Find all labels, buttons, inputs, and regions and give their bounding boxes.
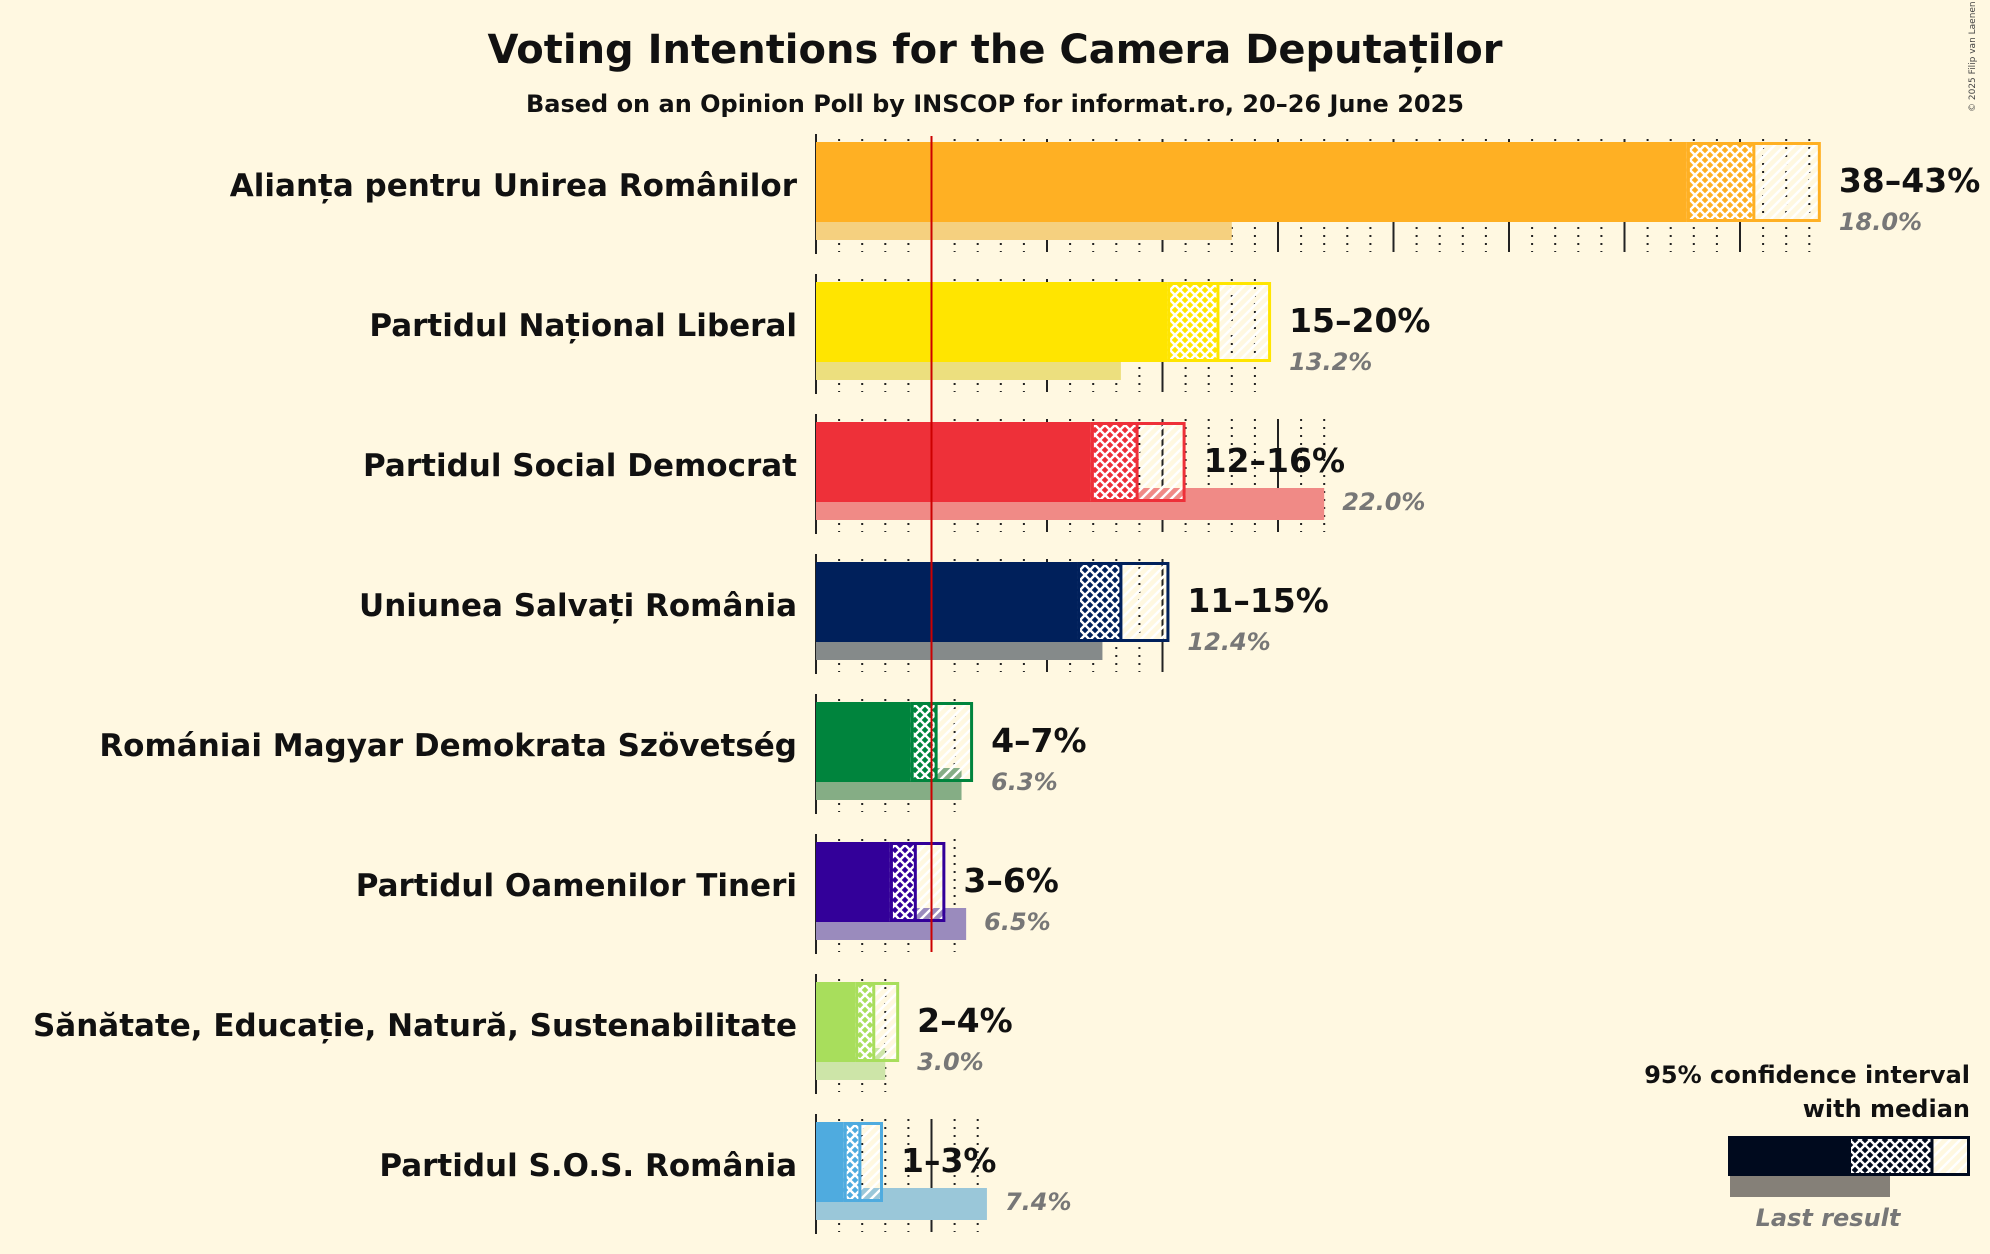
ci-solid-bar <box>816 422 1091 502</box>
last-result-label: 18.0% <box>1839 208 1922 236</box>
range-label: 38–43% <box>1839 161 1980 200</box>
ci-outline <box>910 702 974 782</box>
last-result-label: 6.5% <box>984 908 1051 936</box>
party-row: Romániai Magyar Demokrata Szövetség 4–7% 6… <box>99 694 1087 814</box>
ci-solid-bar <box>816 702 911 782</box>
party-name: Uniunea Salvați România <box>359 588 797 624</box>
chart-subtitle: Based on an Opinion Poll by INSCOP for i… <box>526 90 1464 118</box>
range-label: 15–20% <box>1289 301 1430 340</box>
ci-lower-hatch <box>843 1123 860 1201</box>
legend-line2: with median <box>1803 1095 1970 1123</box>
ci-upper-hatch <box>873 983 900 1061</box>
legend-line1: 95% confidence interval <box>1644 1061 1970 1089</box>
ci-upper-hatch <box>915 843 946 921</box>
ci-lower-hatch <box>889 843 916 921</box>
party-row: Uniunea Salvați România 11–15% 12.4% <box>359 554 1329 674</box>
party-name: Partidul Social Democrat <box>363 448 797 484</box>
range-label: 1–3% <box>901 1141 997 1180</box>
ci-lower-hatch <box>855 983 874 1061</box>
last-result-label: 7.4% <box>1005 1188 1072 1216</box>
range-label: 11–15% <box>1187 581 1328 620</box>
party-row: Partidul Social Democrat 12–16% 22.0% <box>363 414 1425 534</box>
last-result-label: 3.0% <box>917 1048 984 1076</box>
party-row: Alianța pentru Unirea Românilor 38–43% 18.… <box>230 134 1980 254</box>
range-label: 2–4% <box>917 1001 1013 1040</box>
ci-outline <box>889 842 946 922</box>
chart-title: Voting Intentions for the Camera Deputaț… <box>487 27 1502 73</box>
party-name: Sănătate, Educație, Natură, Sustenabilit… <box>33 1008 797 1044</box>
ci-outline <box>843 1122 883 1202</box>
last-result-label: 6.3% <box>991 768 1058 796</box>
legend-last-label: Last result <box>1756 1204 1902 1232</box>
ci-lower-hatch <box>1090 423 1138 501</box>
last-result-label: 22.0% <box>1342 488 1425 516</box>
party-name: Partidul Național Liberal <box>369 308 797 344</box>
ci-upper-hatch <box>1217 283 1272 361</box>
party-name: Partidul S.O.S. România <box>379 1148 797 1184</box>
ci-solid-bar <box>816 282 1168 362</box>
ci-solid-bar <box>816 842 890 922</box>
legend-upper-hatch <box>1932 1137 1970 1175</box>
range-label: 12–16% <box>1204 441 1345 480</box>
ci-solid-bar <box>816 982 856 1062</box>
ci-lower-hatch <box>1167 283 1218 361</box>
ci-solid-bar <box>816 562 1078 642</box>
legend-solid-bar <box>1728 1136 1848 1176</box>
ci-lower-hatch <box>1686 143 1754 221</box>
party-row: Partidul Oamenilor Tineri 3–6% 6.5% <box>356 834 1059 954</box>
party-rows: Alianța pentru Unirea Românilor 38–43% 18.… <box>33 134 1980 1234</box>
legend-outline <box>1848 1136 1970 1176</box>
copyright-text: © 2025 Filip van Laenen <box>1968 1 1978 112</box>
party-name: Romániai Magyar Demokrata Szövetség <box>99 728 797 764</box>
legend: 95% confidence interval with median Last r… <box>1644 1061 1970 1232</box>
last-result-label: 12.4% <box>1187 628 1270 656</box>
ci-upper-hatch <box>1753 143 1821 221</box>
ci-upper-hatch <box>859 1123 883 1201</box>
ci-outline <box>1077 562 1170 642</box>
ci-solid-bar <box>816 1122 844 1202</box>
party-name: Alianța pentru Unirea Românilor <box>230 168 798 204</box>
ci-upper-hatch <box>1137 423 1186 501</box>
party-row: Partidul S.O.S. România 1–3% 7.4% <box>379 1114 1072 1234</box>
party-row: Partidul Național Liberal 15–20% 13.2% <box>369 274 1430 394</box>
party-name: Partidul Oamenilor Tineri <box>356 868 797 904</box>
legend-lower-hatch <box>1848 1137 1932 1175</box>
ci-outline <box>855 982 900 1062</box>
ci-upper-hatch <box>1120 563 1170 641</box>
ci-upper-hatch <box>936 703 974 781</box>
ci-lower-hatch <box>1077 563 1121 641</box>
party-row: Sănătate, Educație, Natură, Sustenabilit… <box>33 974 1013 1094</box>
range-label: 3–6% <box>963 861 1059 900</box>
ci-solid-bar <box>816 142 1687 222</box>
range-label: 4–7% <box>991 721 1087 760</box>
last-result-label: 13.2% <box>1289 348 1372 376</box>
